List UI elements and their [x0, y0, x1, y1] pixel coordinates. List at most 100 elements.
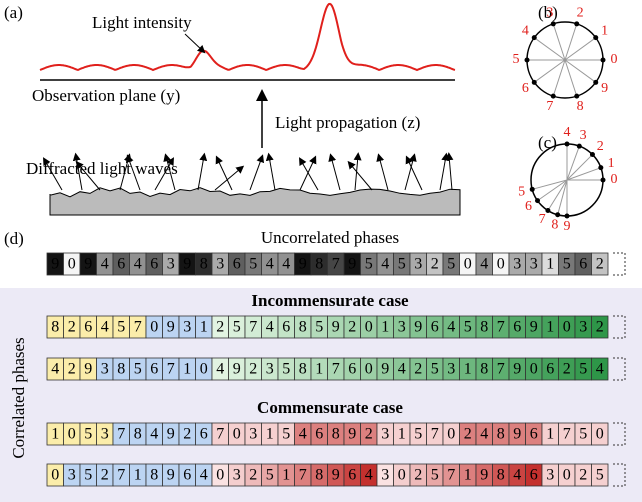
phase-digit: 0	[233, 426, 241, 443]
phase-digit: 7	[117, 426, 125, 443]
phase-digit: 8	[315, 467, 323, 484]
phase-digit: 3	[183, 319, 191, 336]
wave-arrow	[197, 152, 208, 191]
phase-digit: 7	[431, 426, 439, 443]
phase-digit: 1	[398, 426, 406, 443]
row-continuation	[613, 252, 626, 276]
side-label: Correlated phases	[9, 337, 28, 458]
section-title: Uncorrelated phases	[261, 228, 399, 247]
phase-digit: 6	[233, 256, 241, 273]
phase-digit: 4	[480, 426, 488, 443]
phase-digit: 4	[200, 467, 208, 484]
phase-digit: 5	[117, 319, 125, 336]
phase-dot	[535, 198, 541, 204]
phase-digit: 9	[84, 256, 92, 273]
phase-digit: 3	[381, 426, 389, 443]
phase-digit: 0	[398, 467, 406, 484]
panel-label: (a)	[4, 3, 23, 22]
phase-digit: 5	[414, 426, 422, 443]
phase-number: 0	[611, 172, 618, 187]
phase-digit: 4	[216, 361, 224, 378]
phase-digit: 5	[282, 361, 290, 378]
phase-digit: 6	[530, 426, 538, 443]
phase-digit: 2	[249, 361, 257, 378]
phase-digit: 1	[546, 319, 554, 336]
phase-digit: 9	[51, 256, 59, 273]
phase-number: 2	[597, 139, 604, 154]
phase-number: 1	[608, 156, 615, 171]
phase-digit: 9	[84, 361, 92, 378]
phase-dot	[555, 212, 561, 218]
waves-label: Diffracted light waves	[26, 159, 178, 178]
phase-digit: 0	[530, 361, 538, 378]
phase-digit: 1	[282, 467, 290, 484]
panel-label: (b)	[538, 3, 558, 22]
phase-digit: 4	[134, 256, 142, 273]
phase-digit: 9	[348, 426, 356, 443]
phase-digit: 9	[167, 467, 175, 484]
phase-line	[566, 146, 580, 181]
phase-digit: 6	[282, 319, 290, 336]
row-continuation	[613, 422, 626, 446]
wave-arrow	[214, 165, 245, 191]
phase-digit: 9	[414, 319, 422, 336]
phase-digit: 6	[579, 256, 587, 273]
phase-digit: 9	[332, 319, 340, 336]
phase-digit: 4	[365, 467, 373, 484]
phase-line	[533, 59, 566, 83]
wave-arrow	[404, 153, 417, 191]
phase-digit: 6	[315, 426, 323, 443]
phase-number: 4	[522, 23, 529, 38]
phase-dot	[531, 79, 537, 85]
phase-digit: 0	[447, 426, 455, 443]
phase-digit: 4	[299, 426, 307, 443]
phase-digit: 4	[150, 426, 158, 443]
phase-cell	[591, 357, 609, 381]
phase-digit: 7	[563, 426, 571, 443]
phase-dot	[574, 21, 580, 27]
phase-dot	[600, 177, 606, 183]
phase-digit: 6	[117, 256, 125, 273]
wave-arrow	[298, 157, 319, 191]
phase-digit: 6	[513, 319, 521, 336]
phase-digit: 4	[51, 361, 59, 378]
phase-digit: 0	[563, 467, 571, 484]
phase-digit: 3	[249, 426, 257, 443]
phase-digit: 5	[431, 361, 439, 378]
phase-digit: 2	[596, 319, 604, 336]
phase-cell	[591, 315, 609, 339]
phase-digit: 3	[398, 319, 406, 336]
phase-digit: 9	[513, 361, 521, 378]
row-continuation	[613, 315, 626, 339]
phase-digit: 6	[200, 426, 208, 443]
phase-digit: 5	[249, 256, 257, 273]
phase-cell	[591, 422, 609, 446]
wave-arrow	[42, 157, 63, 191]
phase-digit: 0	[200, 361, 208, 378]
phase-digit: 4	[513, 467, 521, 484]
wave-arrow	[265, 152, 276, 191]
phase-digit: 9	[530, 319, 538, 336]
phase-digit: 3	[579, 319, 587, 336]
phase-digit: 5	[282, 426, 290, 443]
content: (a) Light intensity Observation plane (y) L…	[4, 2, 626, 487]
phase-digit: 4	[266, 319, 274, 336]
phase-digit: 5	[365, 256, 373, 273]
phase-digit: 9	[348, 256, 356, 273]
phase-digit: 1	[266, 426, 274, 443]
phase-line	[537, 179, 568, 202]
wave-arrow	[328, 153, 341, 191]
phase-digit: 3	[216, 256, 224, 273]
phase-number: 7	[546, 99, 553, 114]
phase-digit: 1	[464, 361, 472, 378]
phase-digit: 3	[68, 467, 76, 484]
phase-digit: 1	[51, 426, 59, 443]
phase-dot	[550, 93, 556, 99]
intensity-label: Light intensity	[92, 13, 192, 32]
phase-digit: 6	[150, 361, 158, 378]
phase-digit: 0	[216, 467, 224, 484]
phase-dot	[545, 208, 551, 214]
phase-digit: 2	[563, 361, 571, 378]
phase-digit: 9	[332, 467, 340, 484]
